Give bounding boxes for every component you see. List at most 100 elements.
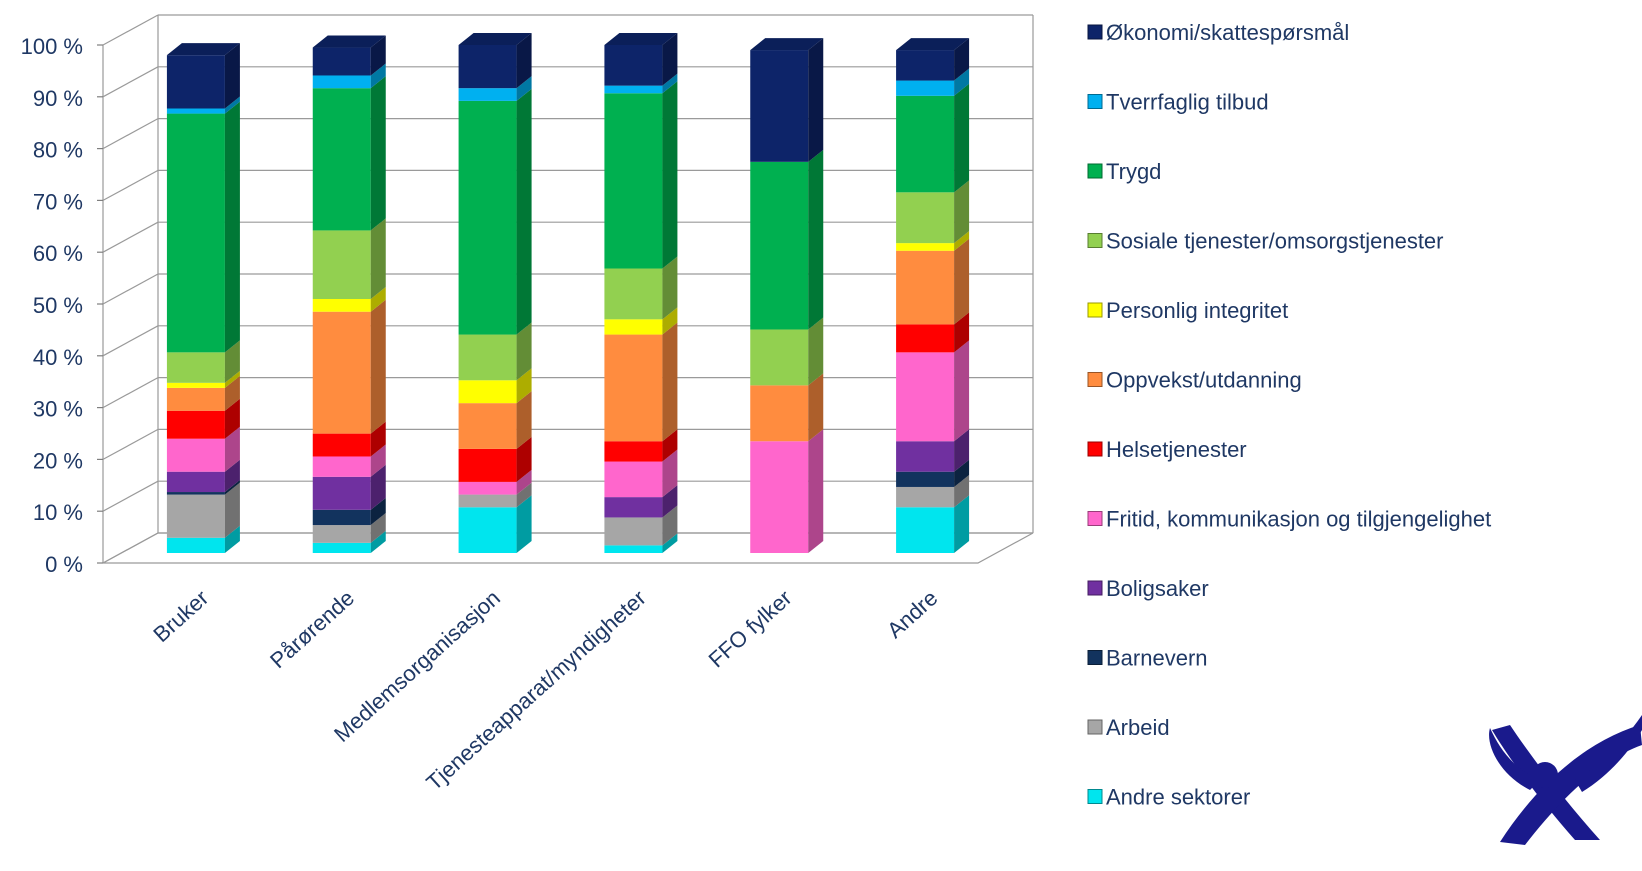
bar-segment [166, 382, 225, 388]
gridline-side [102, 118, 159, 150]
legend-swatch [1087, 650, 1103, 665]
bar-segment [458, 448, 517, 482]
bar-segment [458, 380, 517, 404]
gridline-side [102, 428, 159, 460]
bar-segment-side [224, 426, 240, 472]
bar-segment-side [808, 149, 824, 330]
bar-segment-side [954, 180, 970, 244]
legend-item: Tverrfaglig tilbud [1087, 90, 1269, 115]
bar-segment-side [662, 449, 678, 498]
bar-stack-0 [166, 43, 240, 553]
bar-segment-side [516, 88, 532, 335]
bar-segment-side [370, 530, 386, 553]
bar-segment-side [370, 287, 386, 312]
bar-segment [750, 161, 809, 330]
bar-segment-side [224, 480, 240, 495]
legend-item: Personlig integritet [1087, 298, 1288, 323]
bar-segment-side [516, 482, 532, 508]
legend-label: Helsetjenester [1106, 437, 1247, 462]
bar-segment-side [954, 429, 970, 472]
bar-segment-side [224, 375, 240, 411]
bar-segment [604, 461, 663, 498]
bar-segment-side [662, 81, 678, 269]
bar-segment-side [662, 307, 678, 335]
bar-segment-side [370, 444, 386, 477]
legend-swatch [1087, 94, 1103, 109]
bar-segment-side [662, 505, 678, 546]
bar-segment [896, 243, 955, 251]
bar-segment [458, 481, 517, 495]
bar-segment [750, 441, 809, 553]
bar-segment-side [808, 373, 824, 442]
y-tick-label: 10 % [33, 500, 83, 525]
bar-segment [166, 410, 225, 439]
legend-item: Andre sektorer [1087, 785, 1250, 810]
bar-stack-1 [312, 35, 386, 553]
bar-top [458, 33, 532, 45]
legend-label: Tverrfaglig tilbud [1106, 90, 1269, 115]
bar-segment-side [954, 474, 970, 508]
legend-swatch [1087, 580, 1103, 596]
y-axis-ticks: 0 % 10 % 20 % 30 % 40 % 50 % 60 % 70 % 80 % 90 % 1… [21, 34, 103, 577]
bar-segment-side [370, 63, 386, 89]
bar-segment [312, 299, 371, 312]
legend-swatch [1087, 719, 1103, 735]
bar-segment-side [516, 495, 532, 553]
bar-top [750, 38, 824, 51]
bar-segment [458, 334, 517, 381]
bar-segment-side [662, 429, 678, 462]
legend-label: Andre sektorer [1106, 785, 1250, 810]
legend-swatch [1087, 511, 1103, 526]
bar-segment-side [370, 76, 386, 231]
bar-segment-side [662, 485, 678, 518]
bar-segment [750, 50, 809, 162]
legend-item: Økonomi/skattespørsmål [1087, 20, 1349, 45]
bar-segment [896, 192, 955, 244]
bar-segment [604, 334, 663, 442]
bar-segment-side [954, 340, 970, 442]
bar-segment-side [954, 231, 970, 251]
legend-label: Barnevern [1106, 646, 1208, 671]
legend-label: Trygd [1106, 159, 1161, 184]
bar-segment-side [516, 368, 532, 404]
y-tick-label: 90 % [33, 86, 83, 111]
bar-segment [458, 403, 517, 449]
legend-label: Arbeid [1106, 715, 1170, 740]
gridline-side [102, 221, 159, 253]
bar-segment [312, 476, 371, 510]
bar-segment [750, 385, 809, 442]
bar-segment [312, 525, 371, 543]
bar-layer [166, 33, 970, 553]
y-tick-label: 40 % [33, 345, 83, 370]
y-tick-label: 0 % [45, 552, 83, 577]
bar-segment [604, 93, 663, 269]
bar-segment-side [370, 299, 386, 434]
chart-floor [102, 532, 1034, 564]
bar-segment-side [662, 73, 678, 94]
bar-segment [458, 45, 517, 89]
bar-segment-side [808, 38, 824, 162]
bar-segment-side [370, 513, 386, 543]
bar-segment [604, 319, 663, 335]
y-tick-label: 100 % [21, 34, 83, 59]
legend-item: Fritid, kommunikasjon og tilgjengelighet [1087, 507, 1491, 532]
y-tick-label: 80 % [33, 138, 83, 163]
bar-segment [312, 75, 371, 89]
bar-segment [312, 311, 371, 434]
legend-swatch [1087, 372, 1103, 387]
gridline-side [102, 325, 159, 357]
bar-segment [896, 352, 955, 442]
bar-segment-side [516, 33, 532, 89]
y-tick-label: 30 % [33, 397, 83, 422]
bar-stack-2 [458, 33, 532, 553]
bar-segment [896, 441, 955, 472]
bar-segment [166, 352, 225, 383]
bar-top [166, 43, 240, 56]
bar-top [312, 35, 386, 48]
bar-segment [896, 471, 955, 487]
bar-segment-side [954, 83, 970, 193]
legend-swatch [1087, 24, 1103, 40]
bar-top [604, 33, 678, 45]
legend-label: Økonomi/skattespørsmål [1106, 20, 1349, 45]
legend-swatch [1087, 233, 1103, 248]
